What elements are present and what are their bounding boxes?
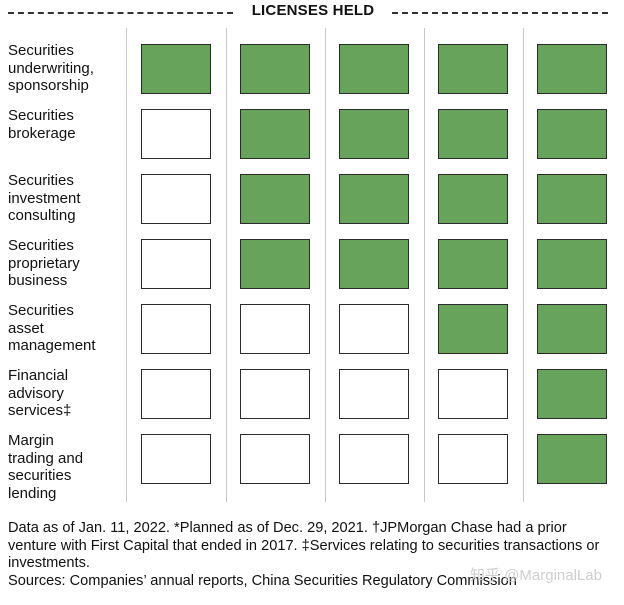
license-cell-empty [141, 434, 211, 484]
license-cell-empty [141, 369, 211, 419]
license-cell-held [537, 174, 607, 224]
column-divider-5 [523, 28, 524, 502]
column-divider-3 [325, 28, 326, 502]
license-cell-held [240, 174, 310, 224]
license-cell-held [339, 174, 409, 224]
title-dash-left [8, 12, 233, 14]
license-cell-held [438, 239, 508, 289]
license-cell-empty [141, 304, 211, 354]
license-cell-held [537, 239, 607, 289]
license-cell-held [339, 109, 409, 159]
watermark: 知乎 @MarginalLab [470, 567, 602, 584]
license-cell-held [438, 109, 508, 159]
license-cell-held [537, 434, 607, 484]
license-cell-held [537, 44, 607, 94]
row-label: Margin trading and securities lending [8, 432, 84, 502]
license-cell-held [537, 109, 607, 159]
license-cell-held [141, 44, 211, 94]
license-cell-empty [141, 174, 211, 224]
column-divider-4 [424, 28, 425, 502]
source-note: Sources: Companies’ annual reports, Chin… [8, 573, 517, 589]
column-divider-1 [126, 28, 127, 502]
license-cell-empty [240, 304, 310, 354]
license-cell-empty [339, 369, 409, 419]
column-divider-2 [226, 28, 227, 502]
license-cell-empty [141, 109, 211, 159]
license-cell-empty [339, 434, 409, 484]
license-cell-held [240, 109, 310, 159]
license-cell-held [537, 369, 607, 419]
license-cell-held [438, 44, 508, 94]
license-cell-empty [339, 304, 409, 354]
license-cell-held [339, 239, 409, 289]
license-cell-empty [240, 369, 310, 419]
row-label: Securities brokerage [8, 107, 76, 142]
chart-header: LICENSES HELD [8, 2, 608, 22]
row-label: Financial advisory services‡ [8, 367, 72, 419]
footnote: Data as of Jan. 11, 2022. *Planned as of… [8, 520, 600, 571]
license-cell-held [537, 304, 607, 354]
license-cell-held [438, 304, 508, 354]
license-cell-empty [240, 434, 310, 484]
license-cell-held [339, 44, 409, 94]
row-label: Securities underwriting, sponsorship [8, 42, 94, 94]
title-dash-right [392, 12, 608, 14]
license-cell-empty [141, 239, 211, 289]
row-label: Securities asset management [8, 302, 96, 354]
license-cell-empty [438, 434, 508, 484]
license-cell-held [438, 174, 508, 224]
row-label: Securities proprietary business [8, 237, 80, 289]
license-cell-empty [438, 369, 508, 419]
license-cell-held [240, 239, 310, 289]
row-label: Securities investment consulting [8, 172, 81, 224]
chart-title: LICENSES HELD [251, 2, 375, 19]
license-cell-held [240, 44, 310, 94]
